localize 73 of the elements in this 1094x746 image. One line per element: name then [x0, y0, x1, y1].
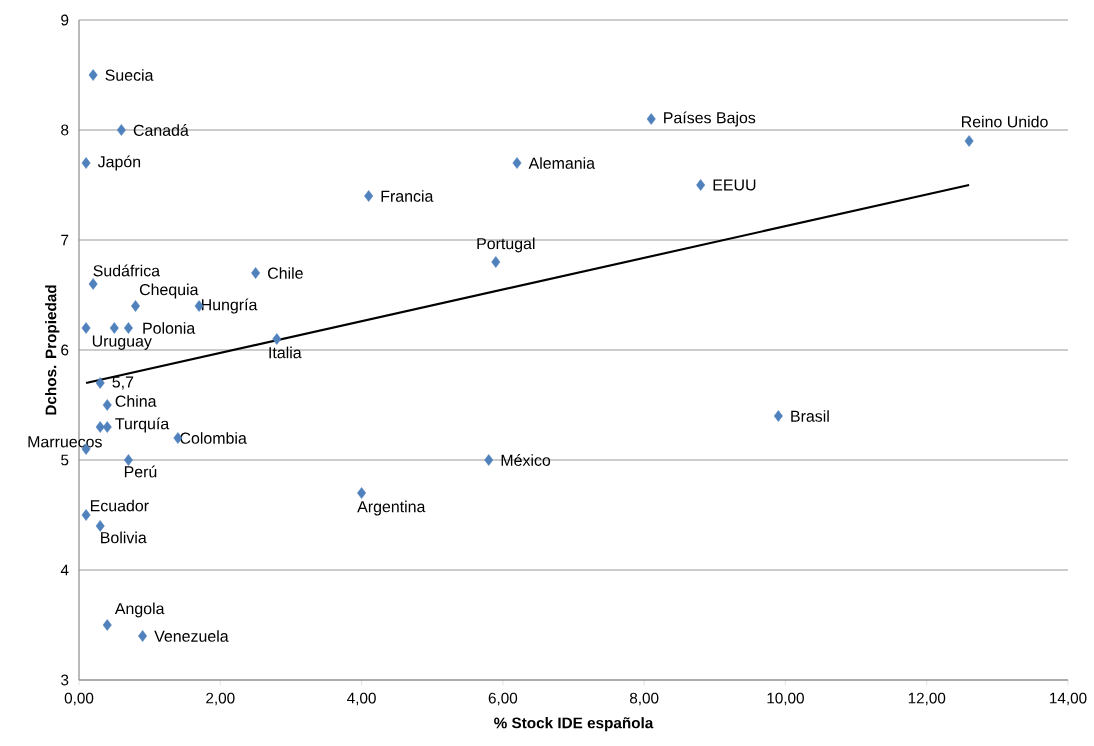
point — [251, 267, 261, 279]
annotation: Perú — [124, 465, 157, 478]
point — [124, 454, 133, 466]
point — [95, 377, 105, 389]
point — [696, 179, 706, 191]
annotation: Chequia — [139, 283, 199, 299]
annotation: Países Bajos — [664, 111, 756, 127]
annotation: México — [501, 454, 551, 466]
x-tick-label: 6,00 — [488, 692, 518, 706]
point — [272, 333, 282, 345]
annotation: Hungría — [202, 298, 258, 314]
x-tick-label: 0,00 — [64, 692, 94, 706]
point — [646, 113, 656, 125]
y-tick-label: 4 — [60, 564, 69, 576]
annotation: Suecia — [105, 69, 154, 81]
annotation: Argentina — [357, 500, 426, 516]
annotation: Colombia — [180, 432, 247, 444]
point — [364, 190, 374, 202]
annotation: Sudáfrica — [93, 264, 161, 277]
y-tick-label: 6 — [61, 344, 69, 356]
point — [484, 454, 494, 466]
x-tick-label: 4,00 — [347, 692, 376, 706]
annotation: Bolivia — [101, 531, 147, 544]
y-tick-label: 3 — [61, 674, 69, 686]
point — [102, 399, 112, 411]
annotation: EEUU — [713, 179, 756, 191]
annotation: Polonia — [143, 322, 196, 334]
point — [512, 157, 522, 169]
y-axis-title: Dchos. Propiedad — [45, 285, 60, 415]
point — [81, 157, 91, 169]
y-tick-label: 8 — [61, 124, 69, 136]
annotation: Venezuela — [154, 630, 229, 642]
annotation: Japón — [97, 155, 141, 171]
point — [88, 69, 98, 81]
point — [88, 278, 98, 290]
point — [81, 322, 91, 334]
y-tick-label: 5 — [61, 454, 69, 466]
annotation: Uruguay — [92, 335, 152, 350]
point — [102, 619, 112, 631]
x-tick-label: 8,00 — [629, 692, 659, 706]
annotation: Alemania — [528, 157, 596, 169]
x-tick-label: 12,00 — [908, 692, 946, 706]
x-tick-label: 14,00 — [1050, 692, 1087, 706]
annotation: Brasil — [791, 410, 829, 422]
annotation: Angola — [114, 602, 165, 618]
annotation: Chile — [268, 267, 303, 279]
point — [95, 421, 105, 433]
y-tick-label: 9 — [61, 14, 69, 26]
x-tick-label: 10,00 — [767, 692, 804, 706]
point — [124, 322, 133, 334]
y-tick-label: 7 — [61, 234, 69, 246]
annotation: Francia — [381, 190, 434, 202]
point — [138, 630, 148, 642]
point — [95, 520, 105, 532]
point — [102, 421, 112, 433]
annotation: Turquía — [115, 417, 170, 433]
annotation: Reino Unido — [962, 115, 1048, 128]
x-axis-title: % Stock IDE española — [494, 717, 654, 732]
annotation: China — [115, 395, 157, 407]
annotation: Italia — [269, 346, 302, 359]
point — [109, 322, 119, 334]
annotation: Portugal — [477, 237, 535, 253]
point — [491, 256, 501, 268]
point — [81, 509, 91, 521]
annotation: Marruecos — [28, 436, 102, 448]
point — [131, 300, 140, 312]
point — [116, 124, 126, 136]
point — [357, 487, 367, 499]
point — [773, 410, 783, 422]
annotation: Ecuador — [90, 499, 149, 512]
x-tick-label: 2,00 — [206, 692, 235, 706]
point — [964, 135, 974, 147]
annotation: Canadá — [133, 124, 189, 136]
